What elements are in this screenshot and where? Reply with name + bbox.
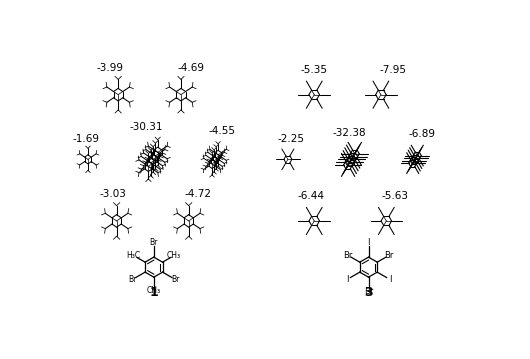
Text: CH₃: CH₃	[147, 286, 161, 295]
Text: Br: Br	[149, 238, 158, 247]
Text: -3.99: -3.99	[96, 63, 123, 73]
Text: CH₃: CH₃	[167, 251, 181, 260]
Text: 1: 1	[149, 286, 158, 299]
Text: -32.38: -32.38	[332, 128, 366, 138]
Text: -5.63: -5.63	[382, 191, 409, 201]
Text: I: I	[346, 275, 348, 284]
Text: -3.03: -3.03	[100, 190, 127, 199]
Text: -2.25: -2.25	[277, 134, 304, 144]
Text: -4.72: -4.72	[184, 190, 211, 199]
Text: I: I	[388, 275, 391, 284]
Text: -7.95: -7.95	[379, 65, 407, 75]
Text: -4.55: -4.55	[209, 126, 236, 136]
Text: -1.69: -1.69	[73, 134, 100, 144]
Text: -6.89: -6.89	[409, 129, 436, 139]
Text: I: I	[367, 238, 370, 247]
Text: Br: Br	[364, 286, 373, 295]
Text: 3: 3	[364, 286, 373, 299]
Text: -6.44: -6.44	[297, 191, 324, 201]
Text: -4.69: -4.69	[178, 63, 205, 73]
Text: H₃C: H₃C	[127, 251, 141, 260]
Text: Br: Br	[171, 275, 180, 284]
Text: -30.31: -30.31	[130, 122, 163, 132]
Text: -5.35: -5.35	[301, 65, 328, 75]
Text: Br: Br	[128, 275, 137, 284]
Text: Br: Br	[343, 251, 352, 260]
Text: Br: Br	[385, 251, 394, 260]
